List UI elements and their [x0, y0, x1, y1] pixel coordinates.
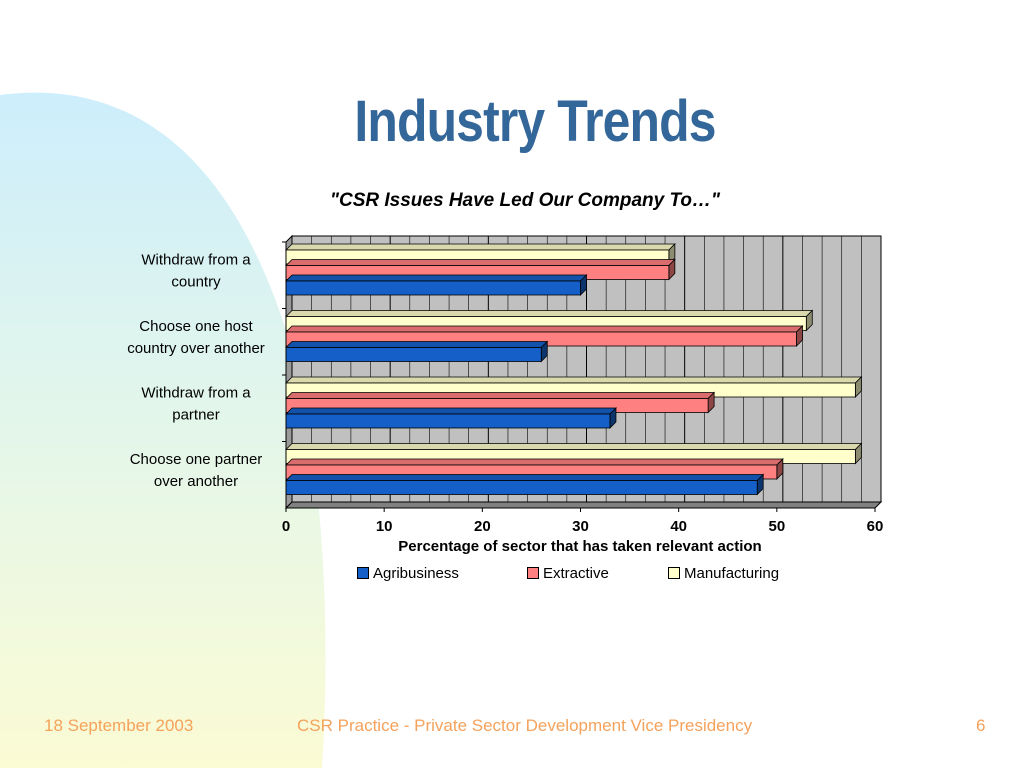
footer-title: CSR Practice - Private Sector Developmen…	[297, 716, 753, 735]
bar-top	[285, 341, 549, 348]
plot-floor	[284, 501, 883, 509]
bar	[285, 480, 758, 495]
footer-date: 18 September 2003	[44, 716, 194, 735]
category-label: Choose one partner	[130, 451, 263, 468]
category-label: over another	[154, 473, 238, 490]
category-label: Withdraw from a	[141, 384, 251, 401]
x-tick-label: 0	[282, 518, 290, 535]
x-tick-label: 40	[670, 518, 687, 535]
bar-top	[285, 474, 765, 481]
slide-title: Industry Trends	[354, 89, 716, 154]
x-tick-label: 10	[376, 518, 393, 535]
bar	[285, 347, 542, 362]
legend-item-manufacturing: Manufacturing	[668, 565, 779, 582]
x-tick-label: 20	[474, 518, 491, 535]
legend-item-agribusiness: Agribusiness	[357, 565, 459, 582]
bar-top	[285, 325, 804, 333]
bar	[285, 413, 611, 429]
legend-swatch-extractive	[527, 567, 539, 580]
x-tick-label: 50	[768, 518, 785, 535]
bar-top	[285, 310, 814, 317]
bar-top	[285, 274, 588, 282]
category-label: Choose one host	[139, 318, 253, 335]
legend-label: Agribusiness	[373, 565, 459, 582]
x-tick-label: 30	[572, 518, 589, 535]
bar-top	[285, 392, 716, 399]
bar-top	[285, 458, 784, 466]
bar-top	[285, 243, 676, 251]
category-label: country	[171, 273, 221, 290]
category-label: country over another	[127, 340, 265, 357]
bar	[285, 280, 581, 296]
background-arc	[0, 92, 326, 768]
chart-title: "CSR Issues Have Led Our Company To…"	[329, 190, 720, 211]
bar-top	[285, 259, 676, 266]
legend-label: Extractive	[543, 565, 609, 582]
bar-top	[285, 407, 617, 415]
bar-top	[285, 443, 863, 450]
category-label: Withdraw from a	[141, 251, 251, 268]
legend-item-extractive: Extractive	[527, 565, 609, 582]
x-tick-label: 60	[867, 518, 884, 535]
page-number: 6	[976, 716, 986, 735]
legend-label: Manufacturing	[684, 565, 780, 582]
category-label: partner	[172, 406, 220, 423]
bar-top	[285, 376, 863, 384]
legend-swatch-agribusiness	[357, 567, 369, 580]
x-axis-label: Percentage of sector that has taken rele…	[398, 538, 761, 555]
legend-swatch-manufacturing	[668, 567, 680, 580]
